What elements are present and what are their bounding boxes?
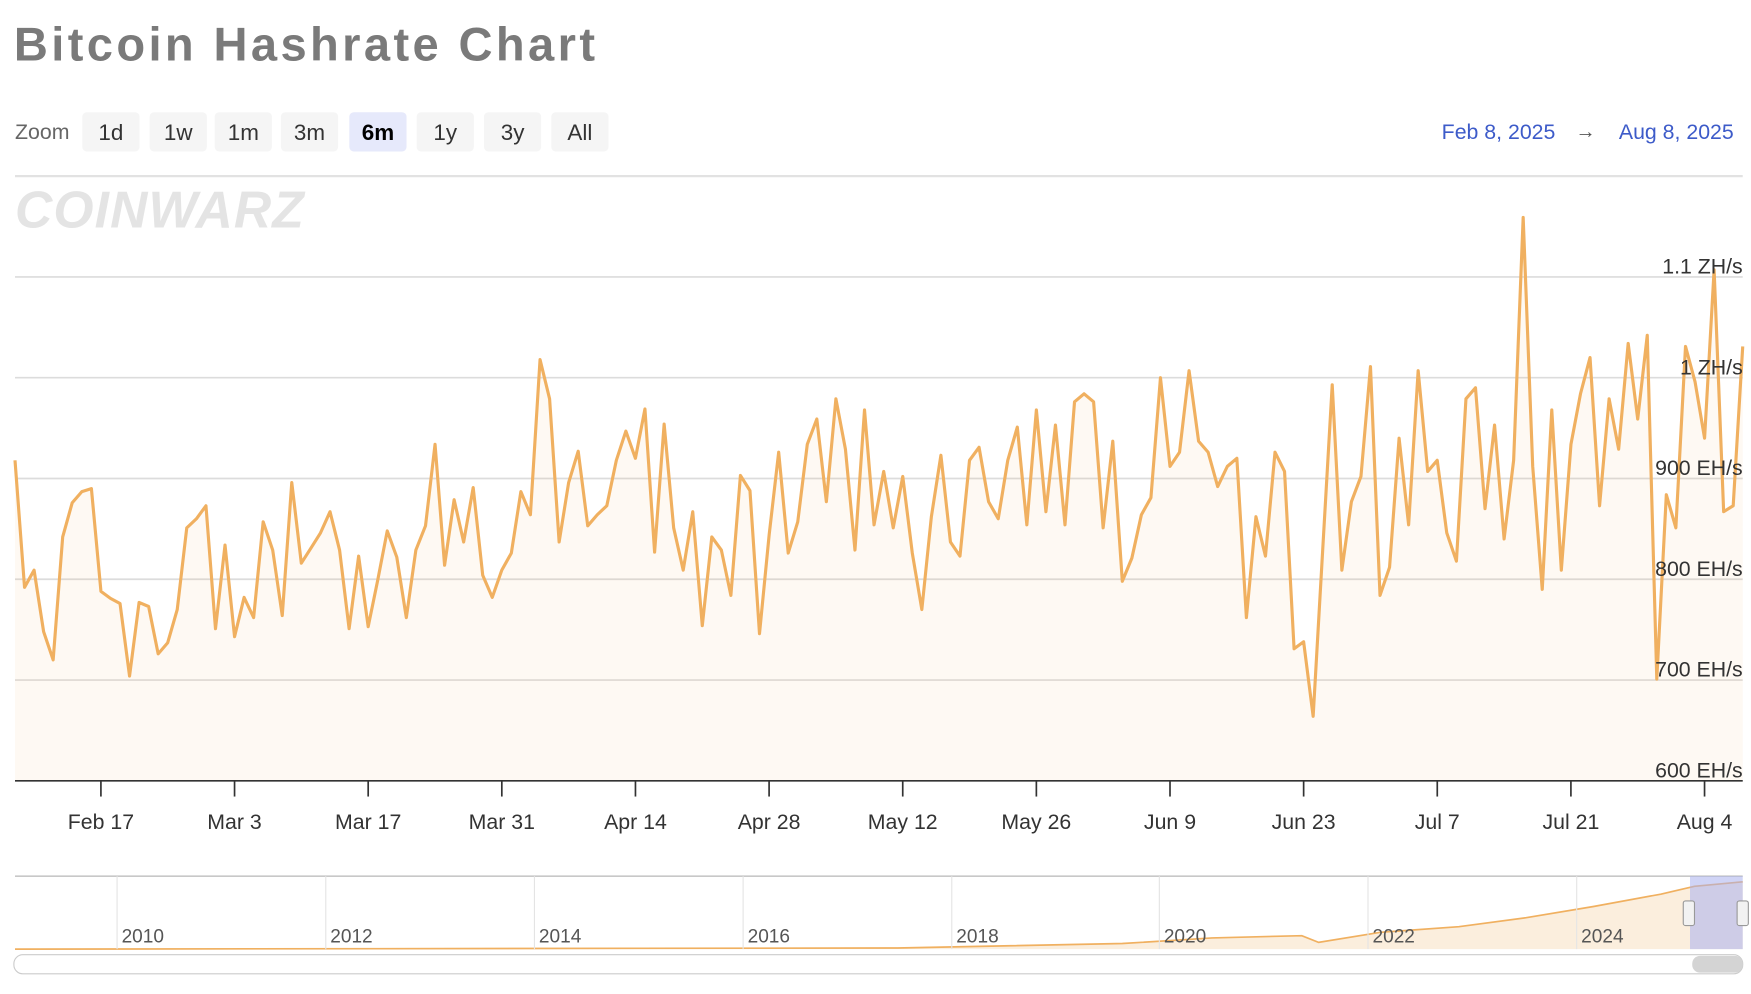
scrollbar-track[interactable] bbox=[13, 954, 1744, 975]
navigator-handle[interactable] bbox=[1736, 900, 1749, 927]
x-tick-label: May 26 bbox=[1001, 810, 1071, 834]
range-from[interactable]: Feb 8, 2025 bbox=[1442, 120, 1556, 144]
range-arrow: → bbox=[1576, 121, 1596, 143]
navigator-area bbox=[15, 881, 1743, 950]
page-title: Bitcoin Hashrate Chart bbox=[14, 18, 599, 71]
zoom-button-label[interactable]: 1w bbox=[164, 120, 193, 145]
zoom-label: Zoom bbox=[15, 120, 69, 144]
y-tick-label: 900 EH/s bbox=[1655, 456, 1743, 480]
navigator-label: 2022 bbox=[1373, 926, 1415, 947]
scrollbar-thumb[interactable] bbox=[1692, 955, 1743, 973]
plot-area: 600 EH/s 700 EH/s 800 EH/s 900 EH/s 1 ZH/s 1.… bbox=[13, 215, 1745, 834]
navigator-label: 2010 bbox=[122, 926, 164, 947]
navigator-label: 2024 bbox=[1581, 926, 1624, 947]
y-tick-label: 700 EH/s bbox=[1655, 658, 1743, 682]
zoom-button-label[interactable]: 3m bbox=[294, 120, 325, 145]
navigator-selection[interactable] bbox=[1689, 876, 1743, 950]
x-tick-label: Aug 4 bbox=[1677, 810, 1733, 834]
navigator: 2010 2012 2014 2016 2018 2020 2022 2024 bbox=[13, 875, 1749, 975]
navigator-label: 2014 bbox=[539, 926, 582, 947]
zoom-button[interactable] bbox=[551, 112, 609, 152]
watermark: COINWARZ bbox=[15, 181, 306, 239]
navigator-label: 2012 bbox=[330, 926, 372, 947]
x-tick-label: Mar 3 bbox=[207, 810, 261, 834]
x-tick-label: Jun 23 bbox=[1272, 810, 1336, 834]
x-tick-label: Apr 28 bbox=[738, 810, 801, 834]
zoom-buttons: 1d 1w 1m 3m 6m 1y 3y All bbox=[82, 112, 609, 152]
y-tick-label: 1 ZH/s bbox=[1680, 355, 1743, 379]
navigator-line bbox=[15, 880, 1743, 950]
x-tick-label: Mar 17 bbox=[335, 810, 401, 834]
zoom-button[interactable] bbox=[214, 112, 272, 152]
x-tick-label: Apr 14 bbox=[604, 810, 667, 834]
zoom-button-label[interactable]: 1m bbox=[228, 120, 259, 145]
zoom-button[interactable] bbox=[280, 112, 339, 152]
range-to[interactable]: Aug 8, 2025 bbox=[1619, 120, 1734, 144]
zoom-button[interactable] bbox=[149, 112, 207, 152]
x-tick-label: Jul 21 bbox=[1542, 810, 1599, 834]
navigator-label: 2018 bbox=[956, 926, 998, 947]
zoom-button[interactable] bbox=[483, 112, 542, 152]
y-tick-label: 800 EH/s bbox=[1655, 557, 1743, 581]
y-tick-label: 600 EH/s bbox=[1655, 758, 1743, 782]
line bbox=[13, 215, 1745, 718]
navigator-handle[interactable] bbox=[1682, 900, 1696, 927]
y-tick-label: 1.1 ZH/s bbox=[1662, 255, 1742, 279]
x-tick-label: Jul 7 bbox=[1415, 810, 1460, 834]
navigator-label: 2016 bbox=[748, 926, 790, 947]
zoom-button[interactable] bbox=[416, 112, 474, 152]
zoom-button[interactable] bbox=[349, 112, 407, 152]
x-tick-label: Mar 31 bbox=[469, 810, 535, 834]
zoom-button-label[interactable]: 1y bbox=[433, 120, 457, 145]
zoom-button-label[interactable]: 3y bbox=[501, 120, 525, 145]
x-tick-label: May 12 bbox=[868, 810, 938, 834]
navigator-label: 2020 bbox=[1164, 926, 1206, 947]
zoom-button-label[interactable]: 1d bbox=[98, 120, 123, 145]
zoom-button-label[interactable]: All bbox=[567, 120, 592, 145]
x-tick-label: Feb 17 bbox=[68, 810, 134, 834]
x-tick-label: Jun 9 bbox=[1144, 810, 1196, 834]
zoom-button[interactable] bbox=[82, 112, 140, 152]
zoom-button-label[interactable]: 6m bbox=[362, 120, 394, 145]
